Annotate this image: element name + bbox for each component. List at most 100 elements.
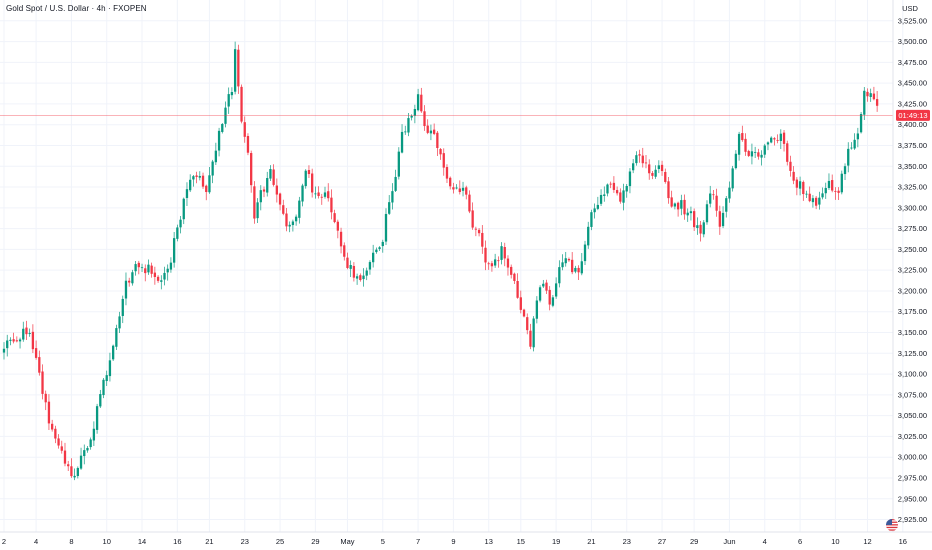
candle (182, 197, 185, 225)
candle-body (837, 190, 840, 193)
candle (802, 180, 805, 201)
candle (230, 87, 234, 100)
candle-body (407, 118, 410, 133)
time-tick-label: 23 (241, 537, 249, 546)
candle-body (750, 151, 754, 157)
candle-body (490, 263, 494, 267)
candle-body (535, 300, 539, 319)
candle (163, 266, 166, 286)
price-tick-label: 3,175.00 (898, 307, 927, 316)
candle-body (333, 213, 336, 223)
candle-body (237, 49, 240, 87)
candle (535, 296, 539, 324)
candle-body (776, 139, 779, 141)
candle-body (230, 92, 234, 96)
candle-body (205, 185, 208, 193)
candle (355, 273, 359, 285)
candle-body (166, 268, 169, 273)
candle (670, 190, 673, 208)
candle (34, 340, 38, 360)
candle-body (561, 262, 564, 268)
candle (352, 262, 356, 282)
candle (397, 147, 400, 180)
us-flag-icon[interactable] (886, 519, 898, 531)
candle-body (526, 317, 529, 331)
candle-body (336, 221, 339, 231)
candle (737, 131, 741, 161)
price-tick-label: 2,975.00 (898, 473, 927, 482)
candle-body (278, 193, 282, 205)
candle-body (147, 264, 150, 273)
candle (676, 201, 680, 217)
currency-label[interactable]: USD (902, 4, 918, 13)
time-tick-label: 14 (138, 537, 146, 546)
candle (664, 168, 667, 184)
candle-body (298, 200, 301, 218)
candle-body (60, 446, 63, 451)
candle-body (365, 270, 368, 276)
candle (372, 244, 375, 268)
candle (872, 86, 876, 101)
candle-body (201, 175, 205, 187)
candle (657, 160, 660, 174)
time-axis[interactable]: 2 4 8 10 14 16 21 23 25 29 May 5 7 9 13 15 19 21 23 27 29 Jun… (2, 537, 907, 546)
candle (259, 185, 262, 211)
price-tick-label: 3,525.00 (898, 16, 927, 25)
candle (699, 221, 702, 242)
candle-body (503, 247, 506, 259)
candle (301, 183, 304, 207)
candle-body (465, 187, 468, 195)
candle (814, 196, 818, 210)
candle-body (696, 225, 699, 229)
candle-body (654, 169, 657, 177)
candle (715, 188, 718, 217)
candle-body (709, 193, 712, 204)
candle (73, 468, 76, 481)
countdown-badge (896, 109, 930, 121)
candle (333, 209, 336, 224)
candle-body (827, 180, 831, 188)
candle (811, 195, 815, 208)
candle-body (619, 192, 622, 202)
candle (561, 254, 564, 271)
candle-body (246, 136, 250, 153)
candle (529, 323, 532, 350)
candle-body (795, 179, 799, 188)
candle-body (12, 339, 15, 342)
candle-body (317, 192, 320, 197)
candle (205, 184, 208, 201)
candle-body (217, 130, 221, 151)
candle-body (429, 130, 433, 134)
candle-body (747, 150, 750, 156)
price-tick-label: 3,125.00 (898, 349, 927, 358)
candle (83, 444, 86, 465)
candle (227, 87, 230, 114)
candle (416, 88, 420, 112)
candle (298, 196, 301, 224)
price-axis[interactable]: 2,925.00 2,950.00 2,975.00 3,000.00 3,025.00… (898, 16, 927, 524)
candle (583, 240, 587, 265)
candle-body (388, 202, 391, 214)
candle (137, 260, 140, 275)
candle-body (625, 185, 628, 192)
symbol-title[interactable]: Gold Spot / U.S. Dollar · 4h · FXOPEN (6, 4, 147, 13)
candle-body (506, 258, 510, 268)
candle-body (195, 175, 198, 177)
candle-body (51, 423, 54, 430)
time-tick-label: May (340, 537, 354, 546)
candle-body (311, 173, 314, 193)
candle (638, 149, 641, 163)
candle (272, 164, 275, 187)
candle (805, 190, 808, 199)
candle (320, 193, 323, 205)
candle-body (474, 228, 478, 230)
candle (840, 170, 843, 195)
candle-body (676, 202, 680, 210)
time-tick-label: 16 (173, 537, 181, 546)
time-tick-label: 15 (517, 537, 525, 546)
candle (359, 273, 362, 282)
candle-body (233, 49, 237, 92)
candle-body (416, 94, 420, 111)
candle-body (57, 438, 60, 446)
